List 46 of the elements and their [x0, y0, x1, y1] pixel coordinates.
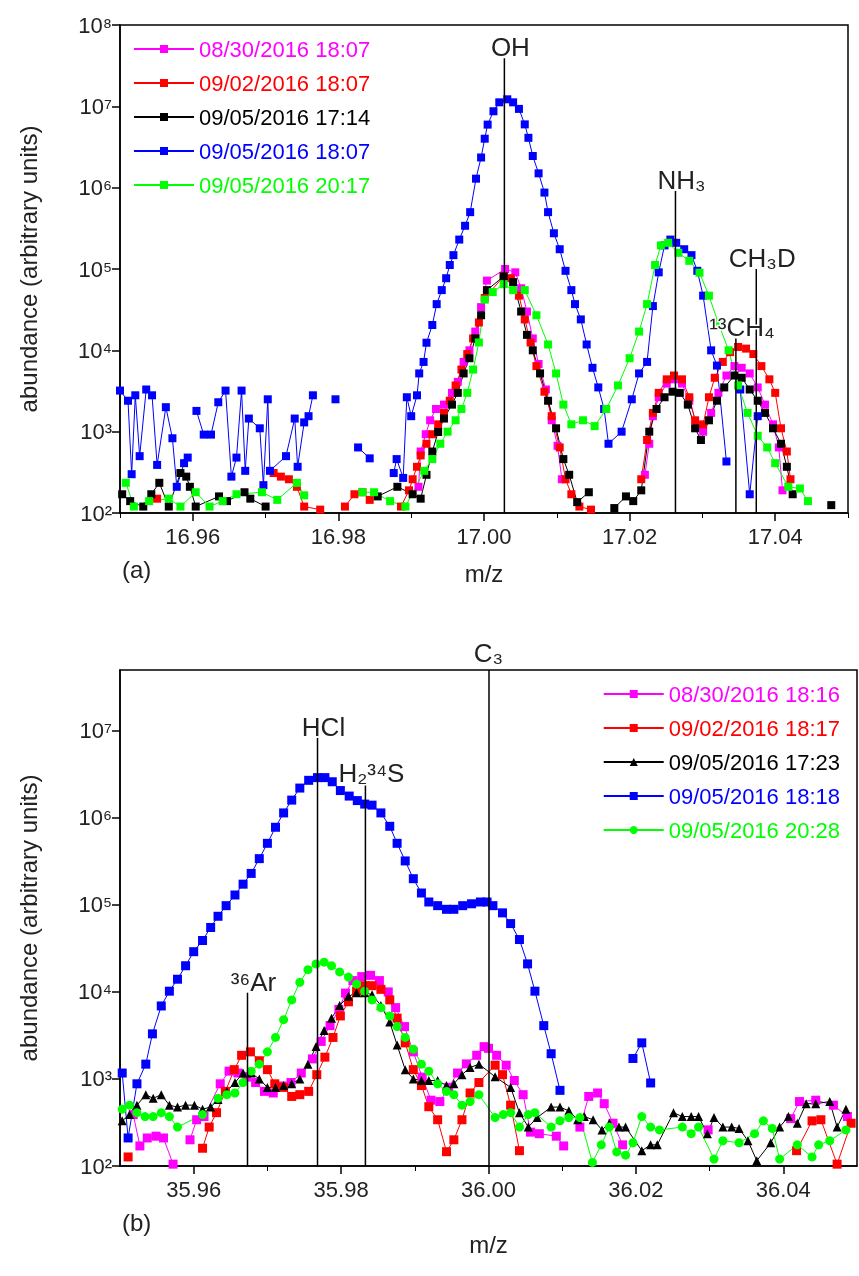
ref-line-label: C₃: [473, 638, 504, 668]
annotation: H₂³⁴S: [338, 758, 405, 788]
y-axis-title: abundance (arbitrary units): [14, 125, 42, 413]
x-tick-label: 35.98: [313, 1176, 369, 1202]
x-axis-title: m/z: [464, 559, 504, 587]
legend-label: 09/02/2016 18:17: [668, 715, 841, 741]
y-tick-label: 10⁵: [78, 256, 112, 282]
legend-label: 09/05/2016 18:18: [668, 783, 841, 809]
text: (a): [122, 555, 152, 583]
legend-label: 09/05/2016 17:23: [668, 749, 841, 775]
annotation: OH: [490, 32, 530, 63]
legend-label: 09/05/2016 18:07: [199, 138, 371, 164]
legend-label: 09/05/2016 17:14: [199, 104, 371, 130]
legend-label: 09/02/2016 18:07: [199, 70, 371, 96]
x-axis-title: m/z: [469, 1230, 508, 1258]
x-tick-label: 35.96: [166, 1176, 222, 1202]
y-tick-label: 10⁶: [78, 175, 112, 201]
annotation: NH₃: [657, 165, 706, 195]
y-tick-label: 10³: [80, 1066, 112, 1092]
x-tick-label: 17.02: [602, 523, 658, 549]
x-tick-label: 17.00: [456, 523, 512, 549]
legend-label: 09/05/2016 20:17: [199, 172, 371, 198]
x-tick-label: 36.02: [608, 1176, 664, 1202]
annotation: CH₃D: [728, 243, 796, 273]
y-tick-label: 10⁷: [79, 718, 113, 744]
legend-label: 09/05/2016 20:28: [668, 817, 841, 843]
y-tick-label: 10²: [80, 500, 112, 526]
legend-label: 08/30/2016 18:07: [199, 36, 371, 62]
x-tick-label: 36.00: [460, 1176, 517, 1202]
x-tick-label: 16.96: [165, 523, 221, 549]
y-tick-label: 10⁸: [78, 12, 112, 38]
x-tick-label: 16.98: [310, 523, 366, 549]
annotation: ³⁶Ar: [230, 966, 277, 997]
y-tick-label: 10⁷: [79, 93, 113, 119]
annotation: HCl: [301, 711, 346, 742]
y-tick-label: 10⁵: [78, 892, 112, 918]
y-tick-label: 10³: [80, 419, 112, 445]
y-axis-title: abundance (arbitrary units): [14, 774, 42, 1062]
legend-label: 08/30/2016 18:16: [668, 681, 841, 707]
y-tick-label: 10²: [80, 1153, 112, 1179]
y-tick-label: 10⁴: [78, 337, 112, 363]
text: (b): [122, 1208, 152, 1236]
y-tick-label: 10⁶: [78, 805, 112, 831]
y-tick-label: 10⁴: [78, 979, 112, 1005]
x-tick-label: 36.04: [755, 1176, 811, 1202]
x-tick-label: 17.04: [747, 523, 803, 549]
